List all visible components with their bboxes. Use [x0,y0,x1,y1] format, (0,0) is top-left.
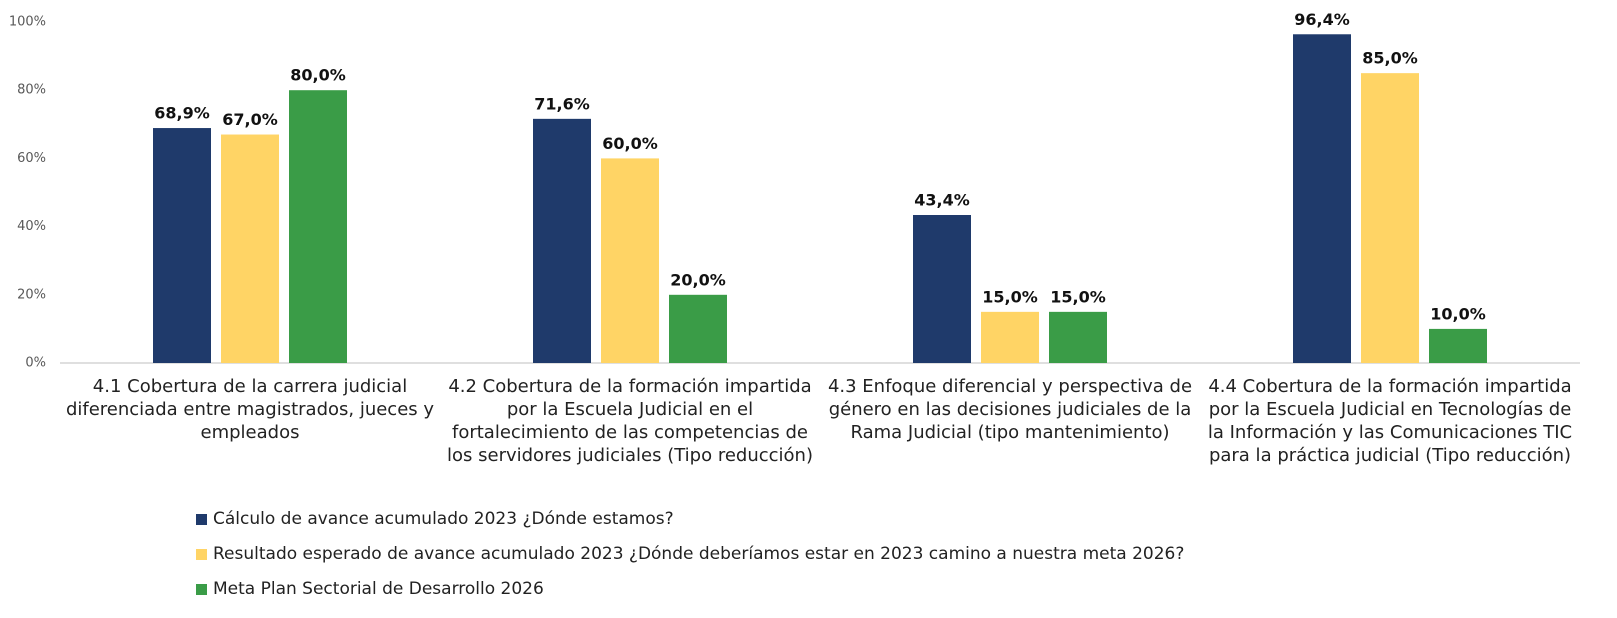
x-tick-label: 4.3 Enfoque diferencial y perspectiva de… [827,376,1193,443]
legend-label: Cálculo de avance acumulado 2023 ¿Dónde … [213,509,674,529]
legend-label: Meta Plan Sectorial de Desarrollo 2026 [213,579,544,599]
y-tick-label: 20% [17,287,46,302]
x-tick-label: 4.4 Cobertura de la formación impartida … [1207,376,1573,466]
value-label: 15,0% [1050,287,1106,306]
bar [913,215,971,363]
value-label: 60,0% [602,134,658,153]
y-tick-label: 0% [25,356,46,371]
y-tick-label: 100% [9,15,46,30]
bar [669,294,727,363]
bar [981,311,1039,363]
value-label: 80,0% [290,66,346,85]
bar [289,90,347,363]
legend-swatch [196,548,207,560]
legend-entry: Cálculo de avance acumulado 2023 ¿Dónde … [196,509,674,529]
legend-swatch [196,513,207,525]
x-tick-label: 4.1 Cobertura de la carrera judicial dif… [65,376,435,443]
value-label: 10,0% [1430,304,1486,323]
bar [1049,311,1107,363]
legend-entry: Resultado esperado de avance acumulado 2… [196,544,1184,564]
value-label: 15,0% [982,287,1038,306]
bar [1429,328,1487,363]
value-label: 43,4% [914,191,970,210]
bar [601,158,659,363]
value-label: 68,9% [154,104,210,123]
y-tick-label: 80% [17,83,46,98]
bar [533,118,591,364]
bar [1361,73,1419,364]
value-label: 71,6% [534,94,590,113]
y-tick-label: 40% [17,219,46,234]
bar [153,128,211,363]
bar [221,134,279,363]
value-label: 67,0% [222,110,278,129]
value-label: 96,4% [1294,10,1350,29]
bar [1293,34,1351,363]
legend-entry: Meta Plan Sectorial de Desarrollo 2026 [196,579,544,599]
y-tick-label: 60% [17,151,46,166]
x-tick-label: 4.2 Cobertura de la formación impartida … [447,376,813,466]
legend-swatch [196,583,207,595]
value-label: 85,0% [1362,49,1418,68]
value-label: 20,0% [670,270,726,289]
legend-label: Resultado esperado de avance acumulado 2… [213,544,1185,564]
